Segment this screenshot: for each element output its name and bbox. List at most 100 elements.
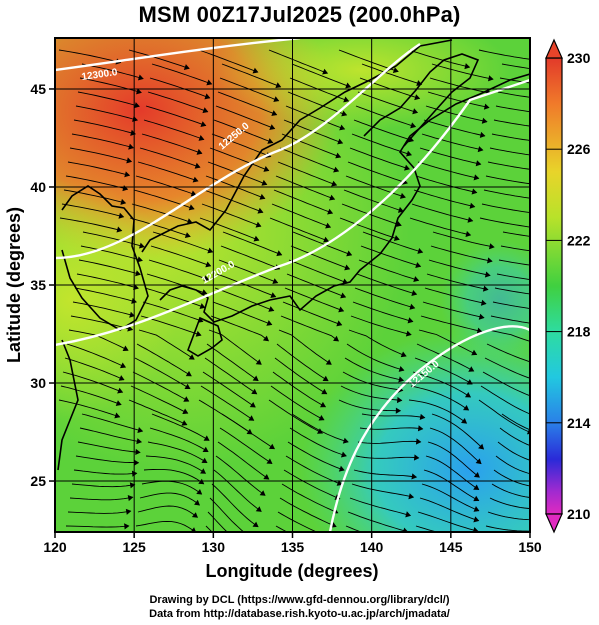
streamline [486,343,530,363]
streamline [131,203,193,224]
streamline-arrowhead [343,96,350,103]
graticule [55,38,530,532]
streamline-arrowhead [473,516,480,523]
streamline-arrowhead [135,270,141,277]
streamline [360,245,421,267]
streamline [198,49,259,73]
streamline [69,147,132,163]
streamline [410,385,469,411]
streamline-arrowhead [196,148,203,155]
streamline-arrowhead [472,539,477,544]
streamline [286,273,346,298]
streamline-arrowhead [127,325,134,332]
x-tick-label: 135 [281,539,305,555]
streamline [148,259,209,281]
streamline [139,492,200,506]
streamline-arrowhead [328,549,333,554]
streamline [152,231,213,253]
streamline [355,455,419,459]
streamline [280,315,339,342]
streamline-arrowhead [272,278,279,284]
x-axis-label: Longitude (degrees) [205,561,378,581]
streamline [483,189,530,199]
streamline [353,469,417,478]
streamline [68,329,129,351]
streamline-arrowhead [404,164,410,171]
streamline [138,329,195,360]
streamline [72,301,135,317]
streamline-arrowhead [417,248,424,254]
streamline [221,413,275,450]
streamline [432,231,495,248]
streamline [215,455,266,496]
streamline [289,427,347,457]
streamline [492,301,530,309]
streamline [200,385,255,421]
colorbar: 230 226 222 218 214 210 [545,38,591,534]
streamline-arrowhead [190,527,197,532]
streamline [345,525,363,532]
streamline [349,147,410,170]
y-tick-label: 35 [30,277,46,293]
streamline-arrowhead [126,157,133,164]
streamline-arrowhead [483,103,490,110]
streamline-arrowhead [249,401,256,408]
streamline-arrowhead [203,435,210,441]
streamline-arrowhead [135,448,141,455]
streamline-arrowhead [417,425,424,432]
streamline [132,371,190,402]
streamline [350,315,412,336]
streamline-arrowhead [346,250,353,257]
y-tick-label: 45 [30,81,46,97]
streamline [496,273,530,281]
streamline-arrowhead [122,345,129,352]
streamline [348,329,407,357]
streamline-arrowhead [344,264,351,271]
streamline [479,217,530,228]
streamline-arrowhead [469,202,476,209]
streamline-arrowhead [137,427,144,434]
streamline [500,245,530,252]
streamline [415,525,438,532]
streamline-arrowhead [136,88,142,95]
streamline [491,483,530,498]
streamline-arrowhead [405,511,412,518]
streamline [143,119,205,140]
streamline-arrowhead [202,446,209,452]
streamline [69,496,133,501]
colorbar-tick-label: 222 [567,232,591,248]
colorbar-tick-label: 230 [567,50,591,66]
streamline-arrowhead [124,171,131,178]
streamline-arrowhead [268,443,275,450]
streamline-arrowhead [405,330,412,337]
streamline-arrowhead [397,206,404,213]
streamline [207,161,267,185]
streamline [353,119,414,142]
streamline [137,161,199,182]
streamline [351,133,412,156]
streamline-arrowhead [337,138,344,145]
streamline [277,511,318,532]
streamline-arrowhead [198,134,205,141]
streamline-arrowhead [270,292,277,298]
streamline-arrowhead [257,207,264,214]
streamline [143,468,205,485]
streamline-arrowhead [419,413,426,420]
streamline-arrowhead [477,146,484,153]
streamline [498,259,530,266]
streamline [426,273,489,291]
streamline-arrowhead [475,458,482,465]
streamline [420,315,483,333]
streamline [212,301,272,326]
streamline [213,119,273,144]
streamline-arrowhead [183,64,190,71]
streamline-arrowhead [336,479,343,486]
streamline [202,371,256,408]
streamline [291,63,351,88]
streamline [206,343,259,382]
streamline-arrowhead [115,400,122,406]
streamline [488,329,530,342]
streamline [77,441,141,453]
colorbar-tick-label: 218 [567,324,591,340]
streamline [58,49,121,64]
